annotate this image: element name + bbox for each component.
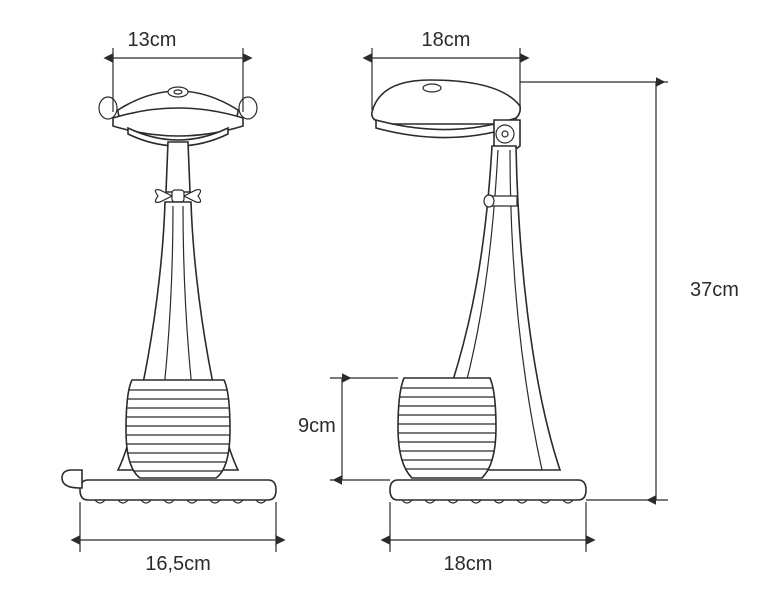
front-view: 13cm 16,5cm bbox=[62, 29, 276, 575]
side-base bbox=[390, 480, 586, 503]
side-view: 18cm 18cm 9cm 37cm bbox=[298, 29, 739, 575]
lamp-dimension-diagram: 13cm 16,5cm bbox=[0, 0, 767, 597]
dim-label: 18cm bbox=[444, 553, 493, 575]
dim-label: 37cm bbox=[690, 279, 739, 301]
dim-front-base: 16,5cm bbox=[80, 502, 276, 575]
dim-label: 13cm bbox=[128, 29, 177, 51]
side-pot bbox=[398, 378, 496, 478]
dim-side-pot-height: 9cm bbox=[298, 378, 398, 480]
dim-label: 18cm bbox=[422, 29, 471, 51]
bowtie-icon bbox=[155, 190, 200, 203]
side-head bbox=[372, 80, 520, 151]
dim-side-total-height: 37cm bbox=[520, 82, 739, 500]
dim-label: 9cm bbox=[298, 415, 336, 437]
front-pot bbox=[126, 380, 230, 478]
front-head bbox=[99, 87, 257, 146]
dim-label: 16,5cm bbox=[145, 553, 211, 575]
dim-side-base: 18cm bbox=[390, 502, 586, 575]
